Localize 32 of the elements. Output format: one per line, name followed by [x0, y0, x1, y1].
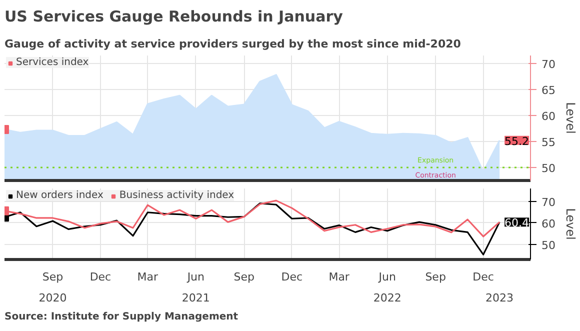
- x-tick-label: Jun: [186, 270, 205, 284]
- x-tick-label: Sep: [42, 270, 64, 284]
- legend-label: Services index: [16, 57, 89, 68]
- y-tick-label: 60: [542, 110, 556, 123]
- chart-subtitle: Gauge of activity at service providers surged by the most since mid-2020: [4, 38, 462, 50]
- x2-tick-label: 2021: [182, 292, 210, 304]
- y-tick-label: 50: [542, 238, 556, 252]
- chart-title: US Services Gauge Rebounds in January: [4, 8, 344, 26]
- x2-tick-label: 2023: [486, 292, 514, 304]
- y-axis-title: Level: [563, 102, 578, 134]
- y-tick-label: 55: [542, 136, 556, 149]
- x-tick-label: Sep: [425, 270, 446, 284]
- source-note: Source: Institute for Supply Management: [4, 312, 238, 322]
- legend-label: New orders index: [16, 190, 104, 201]
- y-axis-title: Level: [563, 208, 578, 240]
- x-tick-label: Jun: [378, 270, 396, 284]
- x2-tick-label: 2022: [373, 292, 402, 304]
- data-label: 60.4: [504, 216, 530, 230]
- y-tick-label: 60: [542, 217, 556, 230]
- x-tick-label: Dec: [281, 270, 303, 284]
- y-tick-label: 70: [542, 58, 556, 71]
- x2-tick-label: 2020: [38, 292, 67, 304]
- legend-label: Business activity index: [119, 190, 234, 201]
- y-tick-label: 65: [542, 84, 556, 97]
- x-tick-label: Sep: [234, 270, 255, 284]
- x-tick-label: Mar: [328, 270, 350, 284]
- y-tick-label: 50: [542, 162, 556, 175]
- x-tick-label: Dec: [90, 270, 112, 284]
- y-tick-label: 70: [542, 196, 556, 209]
- x-tick-label: Dec: [472, 270, 494, 284]
- x-tick-label: Mar: [137, 270, 159, 284]
- data-label: 55.2: [504, 134, 530, 148]
